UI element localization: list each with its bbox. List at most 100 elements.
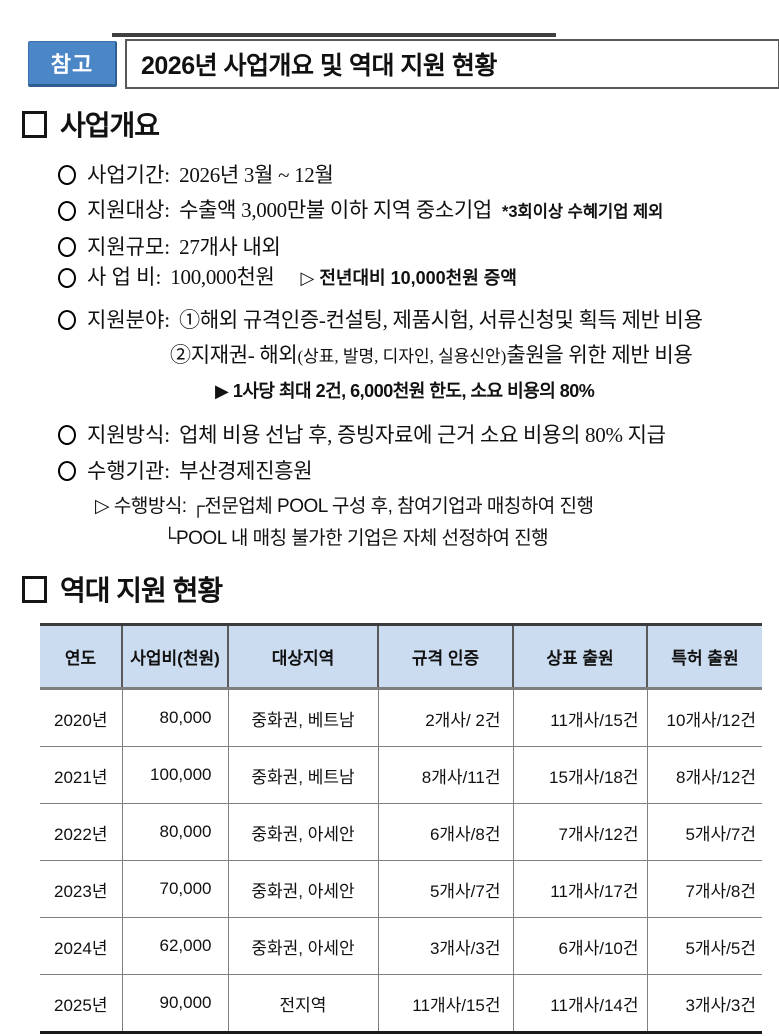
table-cell: 2024년 bbox=[40, 917, 122, 975]
history-section-heading: 역대 지원 현황 bbox=[22, 569, 766, 609]
table-header-cell: 특허 출원 bbox=[646, 624, 762, 690]
circle-bullet-icon bbox=[58, 425, 76, 445]
table-cell: 15개사/18건 bbox=[512, 746, 647, 804]
overview-item-period: 사업기간: 2026년 3월 ~ 12월 bbox=[22, 160, 766, 190]
circle-bullet-icon bbox=[58, 165, 76, 185]
overview-section-heading: 사업개요 bbox=[22, 104, 766, 144]
item-text: 수출액 3,000만불 이하 지역 중소기업 bbox=[179, 198, 492, 222]
table-cell: 8개사/12건 bbox=[646, 746, 762, 804]
support-history-table: 연도 사업비(천원) 대상지역 규격 인증 상표 출원 특허 출원 2020년 80,000… bbox=[40, 623, 762, 1034]
table-cell: 5개사/7건 bbox=[377, 860, 513, 918]
item-text: 2026년 3월 ~ 12월 bbox=[179, 163, 334, 187]
square-bullet-icon bbox=[22, 110, 47, 138]
overview-item-budget: 사 업 비: 100,000천원 ▷ 전년대비 10,000천원 증액 bbox=[22, 262, 766, 293]
table-cell: 2020년 bbox=[54, 710, 108, 730]
table-cell: 중화권, 아세안 bbox=[227, 860, 378, 918]
item-label: 지원방식: bbox=[87, 423, 171, 447]
table-cell: 중화권, 베트남 bbox=[227, 688, 378, 747]
item-label: 사업기간: bbox=[87, 163, 171, 187]
table-cell: 2022년 bbox=[40, 803, 122, 861]
table-cell: 3개사/3건 bbox=[646, 974, 762, 1033]
circle-bullet-icon bbox=[58, 310, 76, 330]
overview-item-method: 지원방식: 업체 비용 선납 후, 증빙자료에 근거 소요 비용의 80% 지급 bbox=[22, 420, 766, 450]
table-cell: 80,000 bbox=[121, 803, 228, 861]
page-title-box: 2026년 사업개요 및 역대 지원 현황 bbox=[125, 39, 779, 89]
item-text: 부산경제진흥원 bbox=[179, 459, 313, 483]
item-label: 수행기관: bbox=[87, 459, 171, 483]
item-note: *3회이상 수혜기업 제외 bbox=[501, 203, 664, 221]
table-cell: 100,000 bbox=[121, 746, 228, 804]
item-note: ▷ 전년대비 10,000천원 증액 bbox=[300, 268, 517, 288]
table-cell: 62,000 bbox=[121, 917, 228, 975]
table-cell: 11개사/14건 bbox=[512, 974, 647, 1033]
table-cell: 6개사/10건 bbox=[512, 917, 647, 975]
table-row: 2025년 90,000 전지역 11개사/15건 11개사/14건 3개사/3건 bbox=[40, 974, 762, 1033]
table-cell: 70,000 bbox=[121, 860, 228, 918]
table-cell: 2025년 bbox=[40, 974, 122, 1033]
item-text: ②지재권- 해외 bbox=[170, 343, 298, 367]
table-header-cell: 연도 bbox=[40, 624, 122, 690]
item-text: 업체 비용 선납 후, 증빙자료에 근거 소요 비용의 80% 지급 bbox=[179, 423, 666, 447]
item-text: 출원을 위한 제반 비용 bbox=[506, 343, 693, 367]
overview-item-target: 지원대상: 수출액 3,000만불 이하 지역 중소기업 *3회이상 수혜기업 … bbox=[22, 195, 766, 227]
table-row: 2022년 80,000 중화권, 아세안 6개사/8건 7개사/12건 5개사/7건 bbox=[40, 803, 762, 861]
table-cell: 중화권, 베트남 bbox=[227, 746, 378, 804]
table-cell: 7개사/8건 bbox=[646, 860, 762, 918]
item-label: 사 업 비: bbox=[87, 265, 162, 289]
item-text-small: (상표, 발명, 디자인, 실용신안) bbox=[297, 347, 507, 366]
table-cell: 6개사/8건 bbox=[377, 803, 513, 861]
item-text: ①해외 규격인증-컨설팅, 제품시험, 서류신청및 획득 제반 비용 bbox=[179, 308, 703, 332]
table-row: 2021년 100,000 중화권, 베트남 8개사/11건 15개사/18건 8개사/1… bbox=[40, 746, 762, 804]
reference-badge: 참고 bbox=[28, 41, 117, 87]
page-title: 2026년 사업개요 및 역대 지원 현황 bbox=[141, 52, 497, 80]
overview-heading-label: 사업개요 bbox=[60, 110, 160, 141]
sub-text: ┌전문업체 POOL 구성 후, 참여기업과 매칭하여 진행 bbox=[191, 496, 594, 517]
item-label: 지원대상: bbox=[87, 198, 171, 222]
table-cell: 11개사/17건 bbox=[512, 860, 647, 918]
table-header-cell: 상표 출원 bbox=[512, 624, 647, 690]
table-cell: 10개사/12건 bbox=[646, 688, 762, 747]
table-cell: 중화권, 아세안 bbox=[227, 803, 378, 861]
table-cell: 80,000 bbox=[121, 688, 228, 747]
table-header-cell: 대상지역 bbox=[227, 624, 378, 690]
item-text: 100,000천원 bbox=[170, 265, 275, 289]
table-cell: 5개사/7건 bbox=[646, 803, 762, 861]
item-label: 지원분야: bbox=[87, 308, 171, 332]
overview-item-scale: 지원규모: 27개사 내외 bbox=[22, 232, 766, 262]
table-row: 2024년 62,000 중화권, 아세안 3개사/3건 6개사/10건 5개사/5건 bbox=[40, 917, 762, 975]
overview-item-agency-sub2: └POOL 내 매칭 불가한 기업은 자체 선정하여 진행 bbox=[163, 528, 549, 549]
table-header-cell: 사업비(천원) bbox=[121, 624, 228, 690]
overview-item-fields: 지원분야: ①해외 규격인증-컨설팅, 제품시험, 서류신청및 획득 제반 비용 bbox=[22, 305, 766, 335]
sub-label: ▷ 수행방식: bbox=[95, 496, 187, 517]
table-cell: 2021년 bbox=[40, 746, 122, 804]
table-cell: 5개사/5건 bbox=[646, 917, 762, 975]
circle-bullet-icon bbox=[58, 461, 76, 481]
table-cell: 7개사/12건 bbox=[512, 803, 647, 861]
table-header-cell: 규격 인증 bbox=[377, 624, 513, 690]
circle-bullet-icon bbox=[58, 267, 76, 288]
table-cell: 2023년 bbox=[40, 860, 122, 918]
overview-item-fields-line2: ②지재권- 해외(상표, 발명, 디자인, 실용신안)출원을 위한 제반 비용 bbox=[22, 340, 766, 372]
table-cell: 3개사/3건 bbox=[377, 917, 513, 975]
table-cell: 중화권, 아세안 bbox=[227, 917, 378, 975]
table-cell: 11개사/15건 bbox=[377, 974, 513, 1033]
square-bullet-icon bbox=[22, 575, 47, 603]
circle-bullet-icon bbox=[58, 237, 76, 257]
table-row: 2020년 80,000 중화권, 베트남 2개사/ 2건 11개사/15건 10개사/1… bbox=[40, 688, 762, 747]
table-row: 2023년 70,000 중화권, 아세안 5개사/7건 11개사/17건 7개사/8건 bbox=[40, 860, 762, 918]
history-heading-label: 역대 지원 현황 bbox=[60, 575, 223, 606]
content-area: 사업개요 사업기간: 2026년 3월 ~ 12월 지원대상: 수출액 3,00… bbox=[22, 104, 766, 1034]
overview-item-fields-limit: ▶ 1사당 최대 2건, 6,000천원 한도, 소요 비용의 80% bbox=[215, 381, 595, 401]
overview-item-agency: 수행기관: 부산경제진흥원 bbox=[22, 456, 766, 486]
table-cell: 8개사/11건 bbox=[377, 746, 513, 804]
table-cell: 2개사/ 2건 bbox=[377, 688, 513, 747]
overview-list: 사업기간: 2026년 3월 ~ 12월 지원대상: 수출액 3,000만불 이… bbox=[22, 160, 766, 553]
table-header-row: 연도 사업비(천원) 대상지역 규격 인증 상표 출원 특허 출원 bbox=[40, 624, 762, 690]
table-cell: 전지역 bbox=[227, 974, 378, 1033]
top-rule bbox=[112, 33, 556, 37]
table-cell: 11개사/15건 bbox=[512, 688, 647, 747]
circle-bullet-icon bbox=[58, 201, 76, 221]
overview-item-agency-sub1: ▷ 수행방식: ┌전문업체 POOL 구성 후, 참여기업과 매칭하여 진행 bbox=[22, 492, 766, 521]
item-text: 27개사 내외 bbox=[179, 235, 281, 259]
